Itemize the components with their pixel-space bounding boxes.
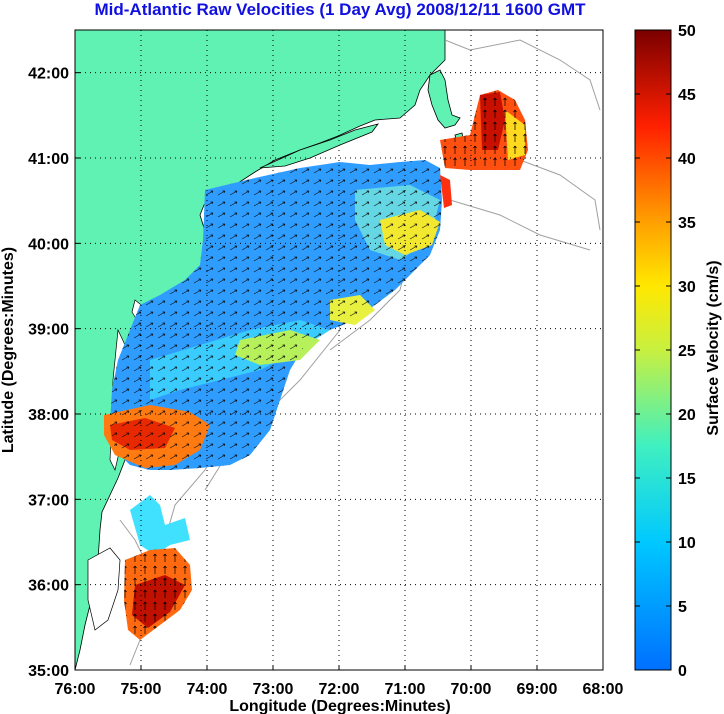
y-tick-label: 35:00	[28, 663, 69, 680]
x-tick-label: 71:00	[385, 681, 426, 698]
x-axis-ticks: 76:00 75:00 74:00 73:00 72:00 71:00 70:00 69:00…	[55, 665, 624, 698]
y-tick-label: 40:00	[28, 236, 69, 253]
colorbar-tick-label: 50	[678, 23, 696, 40]
land-cape-cod	[427, 69, 461, 129]
x-tick-label: 69:00	[517, 681, 558, 698]
colorbar-label: Surface Velocity (cm/s)	[705, 260, 722, 435]
vector-arrows-main	[110, 160, 442, 470]
x-tick-label: 72:00	[319, 681, 360, 698]
colorbar-tick-label: 0	[678, 663, 687, 680]
y-tick-label: 37:00	[28, 492, 69, 509]
y-axis-label: Latitude (Degrees:Minutes)	[0, 247, 17, 453]
vector-arrows-cape-cod	[440, 90, 528, 170]
colorbar-tick-label: 40	[678, 151, 696, 168]
colorbar	[634, 29, 672, 671]
colorbar-tick-label: 10	[678, 535, 696, 552]
x-tick-label: 75:00	[121, 681, 162, 698]
x-tick-label: 76:00	[55, 681, 96, 698]
colorbar-tick-label: 45	[678, 87, 696, 104]
velocity-field-hatteras-cyan	[130, 495, 190, 555]
velocity-field-sliver	[440, 175, 452, 208]
x-tick-label: 68:00	[583, 681, 624, 698]
colorbar-tick-label: 35	[678, 215, 696, 232]
map-area	[75, 30, 603, 670]
y-tick-label: 38:00	[28, 407, 69, 424]
x-tick-label: 74:00	[187, 681, 228, 698]
colorbar-tick-label: 15	[678, 471, 696, 488]
y-tick-label: 36:00	[28, 578, 69, 595]
y-tick-label: 39:00	[28, 322, 69, 339]
x-tick-label: 70:00	[451, 681, 492, 698]
colorbar-tick-label: 5	[678, 599, 687, 616]
chart-title: Mid-Atlantic Raw Velocities (1 Day Avg) …	[95, 0, 587, 19]
y-tick-label: 41:00	[28, 151, 69, 168]
colorbar-tick-label: 20	[678, 407, 696, 424]
land-long-island	[259, 123, 380, 169]
y-axis-ticks: 42:00 41:00 40:00 39:00 38:00 37:00 36:00 35:00	[28, 66, 80, 680]
colorbar-tick-label: 30	[678, 279, 696, 296]
water-pamlico-sound	[87, 547, 121, 631]
grid-lines	[75, 30, 603, 670]
colorbar-tick-label: 25	[678, 343, 696, 360]
x-tick-label: 73:00	[253, 681, 294, 698]
x-axis-label: Longitude (Degrees:Minutes)	[229, 698, 450, 714]
y-tick-label: 42:00	[28, 66, 69, 83]
